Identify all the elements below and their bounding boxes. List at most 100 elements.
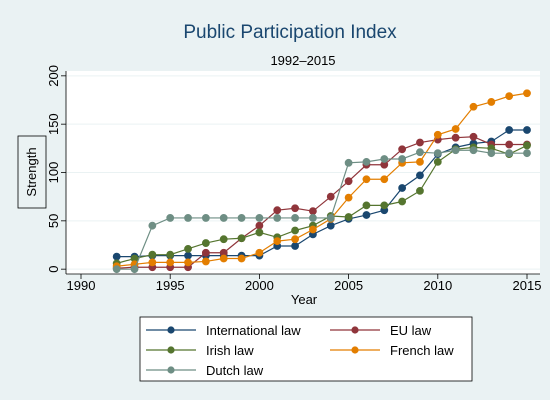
y-tick-label: 100 bbox=[46, 162, 61, 184]
series-group bbox=[112, 89, 531, 274]
data-point bbox=[255, 221, 264, 230]
data-point bbox=[523, 149, 531, 158]
data-point bbox=[112, 265, 121, 274]
data-point bbox=[166, 258, 175, 267]
data-point bbox=[112, 252, 121, 261]
data-point bbox=[362, 157, 371, 166]
data-point bbox=[184, 244, 192, 253]
data-point bbox=[291, 226, 299, 235]
data-point bbox=[433, 130, 442, 139]
x-tick-label: 2010 bbox=[423, 278, 452, 293]
y-axis-title: Strength bbox=[24, 147, 39, 196]
data-point bbox=[201, 214, 210, 222]
data-point bbox=[237, 214, 246, 222]
legend-swatch-marker bbox=[351, 346, 359, 354]
data-point bbox=[451, 125, 460, 133]
data-point bbox=[505, 149, 514, 158]
data-point bbox=[130, 265, 139, 274]
legend-entry: EU law bbox=[330, 323, 432, 338]
data-point bbox=[326, 214, 335, 222]
legend-label: EU law bbox=[390, 323, 432, 338]
data-point bbox=[416, 186, 424, 195]
data-point bbox=[469, 146, 478, 155]
data-point bbox=[201, 257, 210, 266]
legend-swatch-marker bbox=[167, 346, 175, 354]
data-point bbox=[184, 214, 192, 222]
y-tick-label: 200 bbox=[46, 65, 61, 87]
data-point bbox=[433, 149, 442, 158]
data-point bbox=[148, 221, 157, 230]
legend-entry: International law bbox=[146, 323, 301, 338]
chart-title: Public Participation Index bbox=[183, 22, 397, 43]
data-point bbox=[237, 234, 246, 243]
x-tick-label: 2005 bbox=[334, 278, 363, 293]
data-point bbox=[273, 214, 282, 222]
legend-swatch-marker bbox=[351, 326, 359, 334]
data-point bbox=[451, 133, 460, 142]
legend-label: International law bbox=[206, 323, 301, 338]
data-point bbox=[148, 250, 157, 259]
data-point bbox=[326, 192, 335, 201]
legend-entries: International law EU law Irish law French l… bbox=[146, 323, 454, 378]
x-tick-label: 2000 bbox=[245, 278, 274, 293]
data-point bbox=[362, 211, 371, 219]
data-point bbox=[309, 207, 317, 216]
data-point bbox=[255, 228, 264, 237]
data-point bbox=[523, 89, 531, 98]
data-point bbox=[344, 158, 353, 167]
data-point bbox=[398, 145, 407, 154]
data-point bbox=[344, 177, 353, 186]
data-point bbox=[166, 250, 175, 259]
data-point bbox=[219, 254, 228, 263]
data-point bbox=[451, 146, 460, 155]
data-point bbox=[487, 149, 496, 158]
data-point bbox=[362, 175, 371, 184]
data-point bbox=[398, 184, 407, 192]
data-point bbox=[255, 248, 264, 257]
legend-entry: French law bbox=[330, 343, 454, 358]
chart-subtitle: 1992–2015 bbox=[270, 53, 335, 68]
data-point bbox=[416, 157, 424, 166]
data-point bbox=[380, 155, 389, 163]
legend-entry: Dutch law bbox=[146, 363, 264, 378]
data-point bbox=[148, 258, 157, 267]
legend-entry: Irish law bbox=[146, 343, 254, 358]
data-point bbox=[487, 98, 496, 106]
data-point bbox=[273, 206, 282, 215]
data-point bbox=[469, 102, 478, 111]
data-point bbox=[380, 201, 389, 210]
data-point bbox=[291, 204, 299, 213]
data-point bbox=[166, 214, 175, 222]
data-point bbox=[344, 193, 353, 202]
legend-label: Dutch law bbox=[206, 363, 264, 378]
y-tick-label: 150 bbox=[46, 113, 61, 135]
data-point bbox=[184, 258, 192, 267]
data-point bbox=[523, 126, 531, 134]
axes: 0 50 100 150 200 1990 1995 2000 2005 2010 2015 bbox=[46, 65, 541, 293]
data-point bbox=[380, 175, 389, 184]
data-point bbox=[433, 157, 442, 166]
data-point bbox=[291, 235, 299, 244]
data-point bbox=[416, 171, 424, 180]
data-point bbox=[291, 242, 299, 250]
data-point bbox=[326, 221, 335, 230]
data-point bbox=[416, 148, 424, 157]
data-point bbox=[416, 138, 424, 147]
data-point bbox=[255, 214, 264, 222]
data-point bbox=[505, 140, 514, 149]
data-point bbox=[201, 239, 210, 247]
data-point bbox=[201, 248, 210, 257]
data-point bbox=[362, 201, 371, 210]
y-axis-title-box bbox=[17, 135, 47, 209]
x-tick-label: 2015 bbox=[513, 278, 542, 293]
legend-label: Irish law bbox=[206, 343, 254, 358]
y-tick-label: 0 bbox=[46, 266, 61, 273]
data-point bbox=[469, 132, 478, 141]
data-point bbox=[219, 214, 228, 222]
data-point bbox=[291, 214, 299, 222]
legend-label: French law bbox=[390, 343, 454, 358]
data-point bbox=[523, 141, 531, 150]
data-point bbox=[309, 214, 317, 222]
legend-swatch-marker bbox=[167, 326, 175, 334]
